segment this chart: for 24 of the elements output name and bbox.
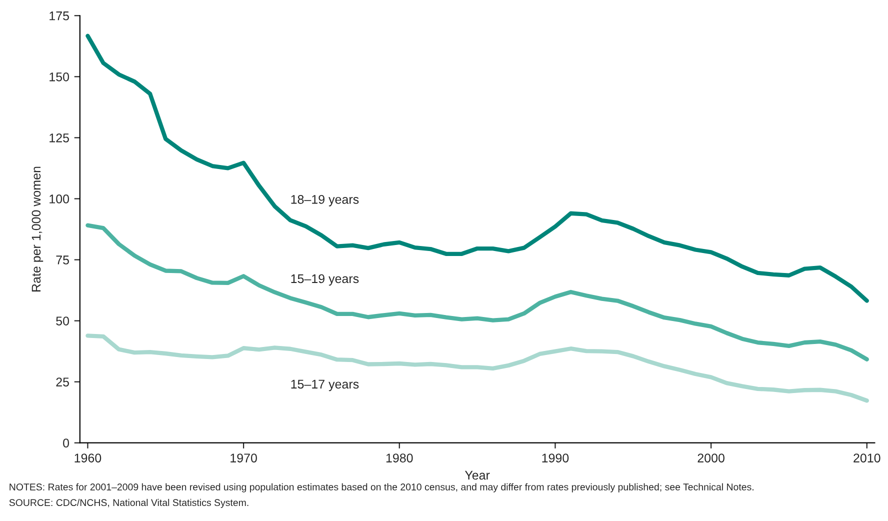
y-tick-label: 125 (50, 133, 69, 142)
y-tick-label: 175 (50, 12, 69, 20)
y-tick-label: 75 (56, 256, 69, 264)
y-tick-label: 150 (50, 72, 70, 82)
text: NOTES: Rates for 2001–2009 have been revised using population estimates based on the 2010 census, and may differ from rates previously published; see Technical Notes. (10, 483, 754, 492)
x-axis-title: Year (464, 470, 490, 480)
line-series (86, 223, 869, 362)
y-tick-label: 100 (50, 194, 70, 204)
source-note: SOURCE: CDC/NCHS, National Vital Statistics System. (9, 498, 248, 508)
x-tick-label: 1970 (230, 454, 257, 462)
x-tick-label: 1980 (386, 454, 413, 462)
series-label: 18–19 years (291, 194, 359, 206)
series-label: 15–19 years (291, 274, 359, 286)
line-series (86, 34, 869, 303)
x-tick-label: 2010 (854, 454, 880, 462)
series-label: 15–17 years (291, 380, 359, 392)
line-series (86, 334, 869, 403)
y-tick-label: 0 (63, 438, 70, 448)
y-axis-title: Rate per 1,000 women (32, 166, 44, 292)
y-tick-label: 25 (56, 378, 69, 386)
x-tick-label: 2000 (698, 454, 724, 462)
x-tick-label: 1960 (74, 454, 102, 462)
y-tick-label: 50 (56, 316, 70, 326)
x-tick-label: 1990 (542, 454, 569, 462)
